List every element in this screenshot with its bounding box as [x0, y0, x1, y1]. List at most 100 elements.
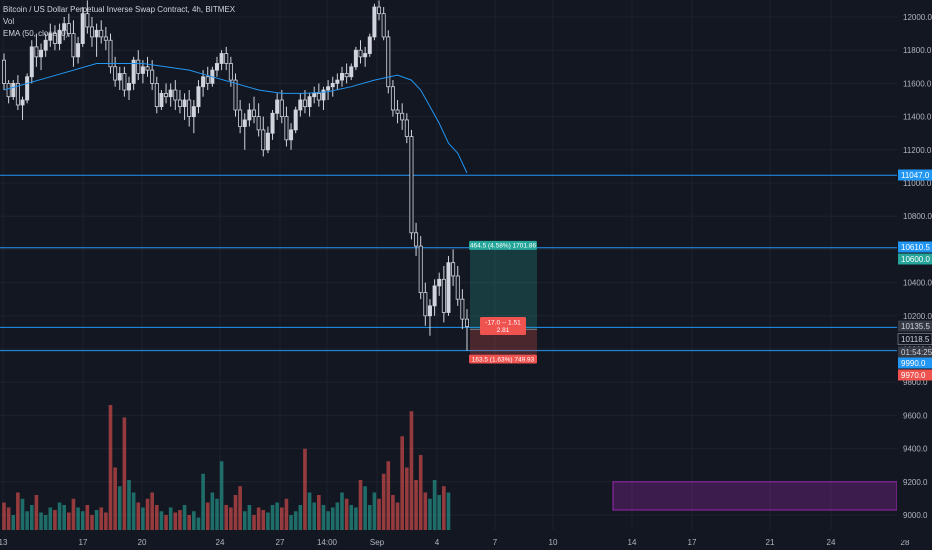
- candle: [316, 83, 321, 107]
- svg-text:163.5 (1.63%) 749.93: 163.5 (1.63%) 749.93: [472, 356, 535, 363]
- volume-bar: [94, 510, 99, 530]
- volume-bar: [71, 498, 76, 530]
- y-tick-label: 9600.0: [903, 411, 928, 420]
- profit-zone[interactable]: [470, 249, 537, 330]
- volume-bar: [312, 502, 317, 530]
- y-axis[interactable]: 12000.0 11800.0 11600.0 11400.0 11200.0 11000…: [897, 0, 932, 540]
- volume-bar: [224, 505, 229, 530]
- candle: [6, 80, 11, 104]
- volume-bar: [423, 492, 428, 530]
- volume-bar: [330, 507, 335, 530]
- volume-bar: [215, 498, 219, 530]
- price-tags: 11047.0 10610.5 10600.0 10135.5 10118.5 01:54…: [897, 169, 932, 381]
- x-tick-label: 24: [216, 538, 225, 547]
- long-position-tool[interactable]: 464.5 (4.58%) 1701.86 -17.0 -- 1.512.81 16…: [469, 240, 537, 364]
- symbol-title[interactable]: Bitcoin / US Dollar Perpetual Inverse Sw…: [3, 5, 236, 14]
- y-tick-label: 12000.0: [903, 13, 932, 22]
- volume-bar: [414, 480, 418, 530]
- x-tick-label: 28: [901, 538, 910, 547]
- candle: [339, 66, 344, 87]
- volume-bar: [405, 467, 409, 530]
- candle: [423, 282, 428, 326]
- x-tick-label: Sep: [370, 538, 385, 547]
- svg-text:9970.0: 9970.0: [901, 371, 926, 380]
- svg-text:10135.5: 10135.5: [901, 322, 930, 331]
- volume-bar: [335, 502, 340, 530]
- volume-bar: [34, 495, 39, 530]
- ema-50: [3, 63, 468, 174]
- candle: [177, 90, 182, 114]
- candle: [214, 56, 219, 77]
- volume-bar: [11, 515, 16, 530]
- volume-bar: [381, 473, 386, 530]
- y-tick-label: 10400.0: [903, 279, 932, 288]
- volume-bar: [43, 515, 48, 530]
- stop-label: 163.5 (1.63%) 749.93: [469, 354, 537, 364]
- price-tag: 10118.5: [897, 333, 932, 345]
- candle: [196, 80, 201, 114]
- candle: [191, 100, 196, 134]
- volume-bar: [418, 455, 423, 530]
- svg-text:01:54:25: 01:54:25: [901, 348, 932, 357]
- rectangle-shape[interactable]: [612, 481, 898, 511]
- drawn-rectangle[interactable]: [612, 481, 898, 511]
- candle: [76, 36, 81, 64]
- volume-bar: [326, 511, 330, 530]
- candle: [94, 23, 99, 57]
- candle: [66, 13, 71, 37]
- volume-indicator-label[interactable]: Vol: [3, 17, 15, 26]
- candle: [43, 33, 48, 57]
- candle: [261, 116, 266, 157]
- candle: [122, 66, 127, 97]
- price-tag: 10610.5: [898, 241, 932, 253]
- candle: [427, 299, 432, 336]
- candle: [256, 103, 261, 137]
- volume-bar: [39, 512, 43, 530]
- candle: [307, 93, 312, 117]
- volume-bar: [344, 498, 349, 530]
- candle: [418, 236, 423, 300]
- candle: [279, 90, 284, 124]
- candle: [34, 33, 39, 67]
- volume-bar: [201, 473, 205, 530]
- volume-bar: [303, 448, 307, 530]
- horizontal-lines[interactable]: [0, 174, 897, 352]
- x-axis[interactable]: 13 17 20 24 27 14:00 Sep 4 7 10 14 17 21 24 28: [0, 538, 910, 547]
- candle: [80, 7, 85, 47]
- svg-text:2.81: 2.81: [497, 327, 510, 334]
- volume-bar: [164, 515, 168, 530]
- volume-bar: [113, 467, 117, 530]
- candle: [386, 30, 391, 94]
- candle: [205, 66, 210, 91]
- ema-indicator-label[interactable]: EMA (50, close, 0): [3, 29, 69, 38]
- y-tick-label: 10200.0: [903, 312, 932, 321]
- candle: [349, 63, 354, 81]
- volume-bar: [141, 507, 145, 530]
- volume-bar: [159, 511, 164, 530]
- volume-bar: [280, 507, 284, 530]
- volume-bar: [256, 507, 261, 530]
- candle: [131, 56, 136, 91]
- candle: [312, 86, 317, 104]
- volume-bar: [247, 505, 252, 530]
- y-tick-label: 9000.0: [903, 511, 928, 520]
- volume-bar: [284, 498, 289, 530]
- candle: [85, 0, 90, 34]
- candle: [252, 96, 257, 124]
- volume-bar: [210, 492, 215, 530]
- candle: [242, 113, 247, 150]
- volume-bar: [261, 510, 266, 530]
- candle: [390, 80, 395, 117]
- y-tick-label: 11800.0: [903, 46, 932, 55]
- candle: [52, 25, 57, 51]
- candle: [446, 256, 451, 316]
- volume-bar: [372, 492, 377, 530]
- y-tick-label: 11000.0: [903, 179, 932, 188]
- volume-bar: [205, 502, 210, 530]
- volume-bar: [354, 507, 358, 530]
- volume-bar: [127, 480, 131, 530]
- volume-bar: [131, 492, 136, 530]
- candle: [460, 289, 465, 330]
- volume-bar: [242, 511, 247, 530]
